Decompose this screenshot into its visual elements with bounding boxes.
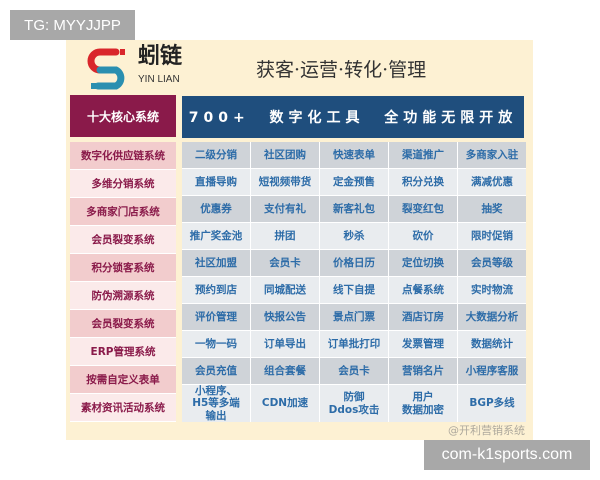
tool-cell: 组合套餐 [251, 358, 319, 384]
tools-grid: 二级分销 社区团购 快速表单 渠道推广 多商家入驻直播导购 短视频带货 定金预售 积分兑换 满减… [182, 142, 526, 422]
tool-cell: 直播导购 [182, 169, 250, 195]
tool-cell: 线下自提 [320, 277, 388, 303]
tool-cell: 快报公告 [251, 304, 319, 330]
tool-cell: 价格日历 [320, 250, 388, 276]
yinlian-logo-icon [87, 48, 125, 90]
top-tag: TG: MYYJJPP [10, 10, 135, 40]
system-item: 积分锁客系统 [70, 254, 176, 282]
tool-cell: BGP多线 [458, 385, 526, 422]
system-item: 素材资讯活动系统 [70, 394, 176, 422]
slogan: 获客·运营·转化·管理 [256, 59, 427, 81]
bottom-tag: com-k1sports.com [424, 440, 590, 470]
tool-cell: 多商家入驻 [458, 142, 526, 168]
poster: 蚓链 YIN LIAN 获客·运营·转化·管理 十大核心系统 700+ 数字化工… [66, 40, 533, 440]
tool-cell: 实时物流 [458, 277, 526, 303]
tool-cell: 会员充值 [182, 358, 250, 384]
tool-cell: 砍价 [389, 223, 457, 249]
tool-cell: 拼团 [251, 223, 319, 249]
tool-cell: 渠道推广 [389, 142, 457, 168]
tool-cell: 裂变红包 [389, 196, 457, 222]
tool-cell: 景点门票 [320, 304, 388, 330]
tool-cell: 会员卡 [320, 358, 388, 384]
tool-cell: 一物一码 [182, 331, 250, 357]
system-item: 数字化供应链系统 [70, 142, 176, 170]
tool-cell: 会员等级 [458, 250, 526, 276]
watermark: @开利营销系统 [448, 424, 525, 437]
tool-cell: 防御 Ddos攻击 [320, 385, 388, 422]
tools-banner: 700+ 数字化工具 全功能无限开放 [182, 96, 524, 138]
tool-cell: 数据统计 [458, 331, 526, 357]
tool-cell: 订单批打印 [320, 331, 388, 357]
tool-cell: 社区加盟 [182, 250, 250, 276]
tool-cell: 预约到店 [182, 277, 250, 303]
brand-name-cn: 蚓链 [138, 44, 183, 69]
tool-cell: 发票管理 [389, 331, 457, 357]
tool-cell: 定位切换 [389, 250, 457, 276]
brand-name-en: YIN LIAN [138, 74, 180, 85]
tool-cell: 小程序客服 [458, 358, 526, 384]
tool-cell: 定金预售 [320, 169, 388, 195]
system-item: 多维分销系统 [70, 170, 176, 198]
tool-cell: 同城配送 [251, 277, 319, 303]
tool-cell: 用户 数据加密 [389, 385, 457, 422]
tool-cell: 社区团购 [251, 142, 319, 168]
tool-cell: 新客礼包 [320, 196, 388, 222]
tool-cell: 支付有礼 [251, 196, 319, 222]
core-systems-title: 十大核心系统 [70, 95, 176, 137]
system-item: ERP管理系统 [70, 338, 176, 366]
system-item: 多商家门店系统 [70, 198, 176, 226]
tool-cell: 小程序、 H5等多端 输出 [182, 385, 250, 422]
tool-cell: 营销名片 [389, 358, 457, 384]
tool-cell: 秒杀 [320, 223, 388, 249]
system-item: 会员裂变系统 [70, 310, 176, 338]
tool-cell: 推广奖金池 [182, 223, 250, 249]
system-item: 防伪溯源系统 [70, 282, 176, 310]
tool-cell: 点餐系统 [389, 277, 457, 303]
tool-cell: 满减优惠 [458, 169, 526, 195]
systems-list: 数字化供应链系统 多维分销系统 多商家门店系统 会员裂变系统 积分锁客系统 防伪溯源系统会… [70, 142, 176, 422]
tool-cell: CDN加速 [251, 385, 319, 422]
tool-cell: 限时促销 [458, 223, 526, 249]
tool-cell: 会员卡 [251, 250, 319, 276]
tool-cell: 短视频带货 [251, 169, 319, 195]
tool-cell: 大数据分析 [458, 304, 526, 330]
system-item: 按需自定义表单 [70, 366, 176, 394]
tool-cell: 积分兑换 [389, 169, 457, 195]
system-item: 会员裂变系统 [70, 226, 176, 254]
tool-cell: 评价管理 [182, 304, 250, 330]
tool-cell: 抽奖 [458, 196, 526, 222]
tool-cell: 快速表单 [320, 142, 388, 168]
tool-cell: 二级分销 [182, 142, 250, 168]
tool-cell: 酒店订房 [389, 304, 457, 330]
tool-cell: 订单导出 [251, 331, 319, 357]
tool-cell: 优惠券 [182, 196, 250, 222]
